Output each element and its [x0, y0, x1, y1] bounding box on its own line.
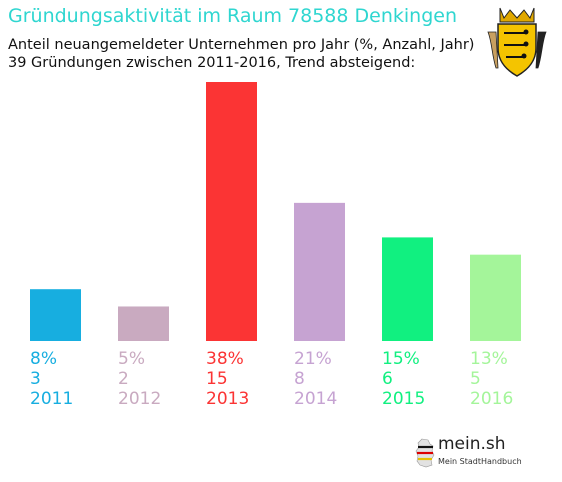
subtitle-line-2: 39 Gründungen zwischen 2011-2016, Trend … — [8, 55, 416, 71]
bar-2013 — [206, 82, 257, 341]
chart-subtitle: Anteil neuangemeldeter Unternehmen pro J… — [8, 36, 474, 72]
count-label-2015: 6 — [382, 369, 393, 389]
bar-2012 — [118, 306, 169, 341]
coat-of-arms-icon — [487, 7, 547, 77]
year-label-2013: 2013 — [206, 389, 249, 409]
year-label-2012: 2012 — [118, 389, 161, 409]
percent-label-2015: 15% — [382, 349, 420, 369]
bar-2016 — [470, 254, 521, 341]
bar-2011 — [30, 289, 81, 341]
year-label-2016: 2016 — [470, 389, 513, 409]
germany-map-icon — [415, 438, 435, 468]
percent-label-2016: 13% — [470, 349, 508, 369]
percent-label-2011: 8% — [30, 349, 57, 369]
count-label-2011: 3 — [30, 369, 41, 389]
bar-2015 — [382, 237, 433, 341]
year-label-2014: 2014 — [294, 389, 337, 409]
year-label-2011: 2011 — [30, 389, 73, 409]
count-label-2016: 5 — [470, 369, 481, 389]
percent-label-2014: 21% — [294, 349, 332, 369]
brand-logo: mein.sh Mein StadtHandbuch — [414, 434, 554, 474]
count-label-2013: 15 — [206, 369, 228, 389]
count-label-2014: 8 — [294, 369, 305, 389]
chart-title: Gründungsaktivität im Raum 78588 Denking… — [8, 5, 458, 27]
percent-label-2013: 38% — [206, 349, 244, 369]
brand-tagline: Mein StadtHandbuch — [438, 457, 522, 466]
brand-name: mein.sh — [438, 434, 506, 454]
year-label-2015: 2015 — [382, 389, 425, 409]
bar-2014 — [294, 202, 345, 341]
count-label-2012: 2 — [118, 369, 129, 389]
subtitle-line-1: Anteil neuangemeldeter Unternehmen pro J… — [8, 37, 475, 53]
percent-label-2012: 5% — [118, 349, 145, 369]
